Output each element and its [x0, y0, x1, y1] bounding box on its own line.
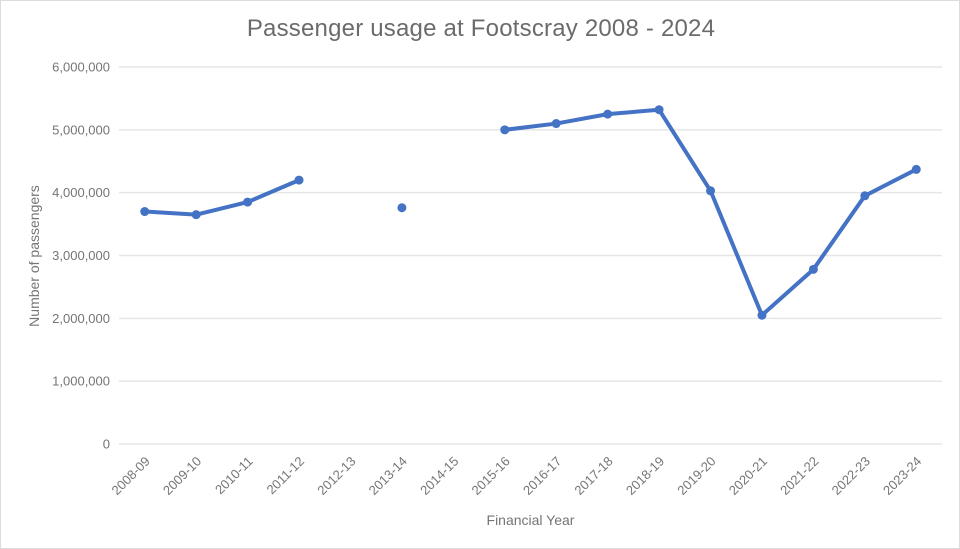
- x-tick-label: 2013-14: [366, 454, 410, 498]
- x-tick-label: 2019-20: [674, 454, 718, 498]
- y-tick-label: 1,000,000: [52, 374, 110, 389]
- y-tick-label: 4,000,000: [52, 185, 110, 200]
- x-tick-label: 2022-23: [829, 454, 873, 498]
- data-point: [860, 191, 870, 201]
- x-tick-label: 2014-15: [417, 454, 461, 498]
- y-tick-label: 6,000,000: [52, 60, 110, 75]
- x-tick-label: 2011-12: [263, 454, 307, 498]
- chart-title: Passenger usage at Footscray 2008 - 2024: [246, 15, 716, 42]
- data-point: [294, 175, 304, 185]
- x-tick-label: 2016-17: [520, 454, 564, 498]
- data-point: [911, 164, 921, 174]
- series-line: [502, 107, 919, 318]
- x-tick-label: 2018-19: [623, 454, 667, 498]
- data-point: [706, 186, 716, 196]
- x-tick-label: 2021-22: [777, 454, 821, 498]
- y-tick-label: 5,000,000: [52, 122, 110, 137]
- data-point: [808, 264, 818, 274]
- x-tick-label: 2023-24: [880, 454, 924, 498]
- data-point: [603, 109, 613, 119]
- y-tick-label: 0: [103, 437, 110, 452]
- y-tick-label: 2,000,000: [52, 311, 110, 326]
- series-line: [142, 178, 302, 217]
- x-tick-label: 2015-16: [469, 454, 513, 498]
- x-tick-label: 2012-13: [314, 454, 358, 498]
- x-tick-label: 2010-11: [212, 454, 256, 498]
- data-point: [140, 207, 150, 217]
- data-point: [551, 119, 561, 129]
- x-tick-label: 2008-09: [108, 454, 152, 498]
- data-point: [397, 203, 407, 213]
- x-tick-label: 2017-18: [571, 454, 615, 498]
- data-point: [757, 310, 767, 320]
- data-point: [243, 197, 253, 207]
- x-axis-title: Financial Year: [486, 512, 575, 528]
- data-point: [500, 125, 510, 135]
- y-tick-label: 3,000,000: [52, 248, 110, 263]
- data-point: [191, 210, 201, 220]
- x-tick-label: 2009-10: [160, 454, 204, 498]
- data-point: [654, 105, 664, 115]
- x-tick-label: 2020-21: [726, 454, 770, 498]
